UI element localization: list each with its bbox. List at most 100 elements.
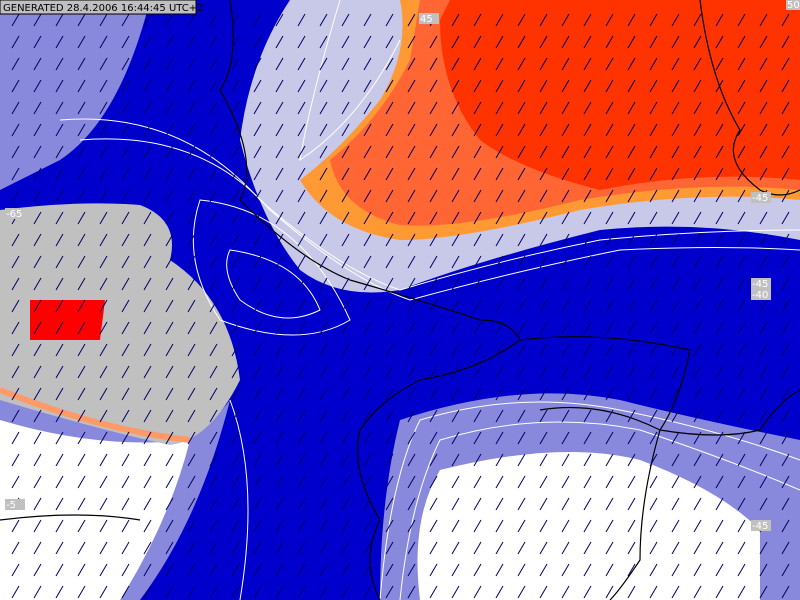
wind-arrow <box>495 541 504 555</box>
wind-arrow <box>561 255 570 269</box>
wind-arrow <box>561 321 570 335</box>
wind-arrow <box>429 255 438 269</box>
wind-arrow <box>649 475 658 489</box>
wind-arrow <box>319 145 328 159</box>
wind-arrow <box>781 167 790 181</box>
wind-arrow <box>737 585 746 599</box>
wind-arrow <box>99 123 108 137</box>
wind-arrow <box>275 563 284 577</box>
wind-arrow <box>99 79 108 93</box>
wind-arrow <box>187 167 196 181</box>
wind-arrow <box>561 519 570 533</box>
wind-arrow <box>627 343 636 357</box>
wind-arrow <box>781 13 790 27</box>
wind-arrow <box>781 321 790 335</box>
wind-arrow <box>693 57 702 71</box>
wind-arrow <box>143 145 152 159</box>
wind-arrow <box>451 497 460 511</box>
wind-arrow <box>517 365 526 379</box>
wind-arrow <box>385 321 394 335</box>
wind-arrow <box>143 343 152 357</box>
wind-arrow <box>715 453 724 467</box>
wind-arrow <box>451 519 460 533</box>
wind-arrow <box>781 211 790 225</box>
wind-arrow <box>99 145 108 159</box>
wind-arrow <box>495 387 504 401</box>
wind-arrow <box>671 13 680 27</box>
wind-arrow <box>33 519 42 533</box>
wind-arrow <box>451 79 460 93</box>
wind-arrow <box>627 585 636 599</box>
wind-arrow <box>209 101 218 115</box>
wind-arrow <box>561 167 570 181</box>
wind-arrow <box>737 255 746 269</box>
wind-arrow <box>407 409 416 423</box>
wind-arrow <box>253 563 262 577</box>
wind-arrow <box>539 299 548 313</box>
wind-arrow <box>33 79 42 93</box>
wind-arrow <box>187 585 196 599</box>
wind-arrow <box>759 409 768 423</box>
wind-arrow <box>275 431 284 445</box>
wind-arrow <box>715 101 724 115</box>
wind-arrow <box>781 519 790 533</box>
wind-arrow <box>605 35 614 49</box>
wind-arrow <box>231 453 240 467</box>
wind-arrow <box>319 277 328 291</box>
wind-arrow <box>495 211 504 225</box>
wind-arrow <box>121 189 130 203</box>
wind-arrow <box>275 519 284 533</box>
wind-arrow <box>561 13 570 27</box>
wind-arrow <box>187 431 196 445</box>
wind-arrow <box>165 233 174 247</box>
wind-arrow <box>671 387 680 401</box>
wind-arrow <box>649 123 658 137</box>
wind-arrow <box>77 475 86 489</box>
wind-arrow <box>341 387 350 401</box>
wind-arrow <box>275 585 284 599</box>
wind-arrow <box>759 167 768 181</box>
wind-arrow <box>363 101 372 115</box>
wind-arrow <box>693 211 702 225</box>
wind-arrow <box>429 409 438 423</box>
wind-arrow <box>297 585 306 599</box>
wind-arrow <box>583 387 592 401</box>
wind-arrow <box>583 541 592 555</box>
wind-arrow <box>605 167 614 181</box>
wind-arrow <box>165 57 174 71</box>
wind-arrow <box>627 189 636 203</box>
wind-arrow <box>517 123 526 137</box>
wind-arrow <box>341 35 350 49</box>
wind-arrow <box>363 299 372 313</box>
wind-arrow <box>693 563 702 577</box>
wind-arrow <box>407 475 416 489</box>
wind-arrow <box>451 167 460 181</box>
wind-arrow <box>561 101 570 115</box>
wind-arrow <box>165 453 174 467</box>
wind-arrow <box>165 35 174 49</box>
wind-arrow <box>737 365 746 379</box>
wind-arrow <box>561 387 570 401</box>
wind-arrow <box>363 365 372 379</box>
wind-arrow <box>121 277 130 291</box>
wind-arrow <box>561 453 570 467</box>
wind-arrow <box>99 211 108 225</box>
wind-arrow <box>33 255 42 269</box>
wind-arrow <box>319 57 328 71</box>
wind-arrow <box>297 145 306 159</box>
wind-arrow <box>275 167 284 181</box>
wind-arrow <box>297 321 306 335</box>
wind-arrow <box>539 387 548 401</box>
wind-arrow <box>781 431 790 445</box>
wind-arrow <box>605 211 614 225</box>
wind-arrow <box>473 343 482 357</box>
wind-arrow <box>781 475 790 489</box>
wind-arrow <box>627 497 636 511</box>
wind-arrow <box>341 409 350 423</box>
wind-arrow <box>539 79 548 93</box>
wind-arrow <box>781 277 790 291</box>
wind-arrow <box>385 35 394 49</box>
wind-arrow <box>781 563 790 577</box>
wind-arrow <box>231 585 240 599</box>
wind-arrow <box>451 233 460 247</box>
